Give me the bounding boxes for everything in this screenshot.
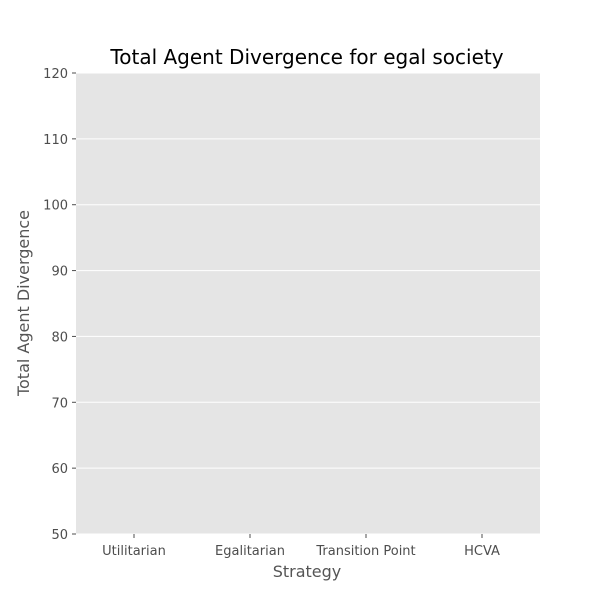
grid-lines — [76, 72, 540, 535]
x-tick-label: HCVA — [464, 544, 500, 559]
plot-area — [76, 73, 540, 534]
y-tick-label: 70 — [51, 396, 68, 411]
y-tick-label: 120 — [43, 67, 68, 82]
y-axis-ticks: 50 60 70 80 90 100 110 120 — [43, 67, 76, 543]
y-tick-label: 100 — [43, 199, 68, 214]
y-axis-title: Total Agent Divergence — [14, 210, 33, 397]
y-tick-label: 60 — [51, 462, 68, 477]
y-tick-label: 50 — [51, 528, 68, 543]
chart-title: Total Agent Divergence for egal society — [109, 45, 503, 69]
y-tick-label: 80 — [51, 330, 68, 345]
x-tick-label: Egalitarian — [215, 544, 285, 559]
x-tick-label: Transition Point — [315, 544, 415, 559]
y-tick-label: 110 — [43, 133, 68, 148]
x-axis-ticks: Utilitarian Egalitarian Transition Point HC… — [102, 534, 500, 559]
x-tick-label: Utilitarian — [102, 544, 166, 559]
y-tick-label: 90 — [51, 265, 68, 280]
x-axis-title: Strategy — [273, 562, 342, 581]
